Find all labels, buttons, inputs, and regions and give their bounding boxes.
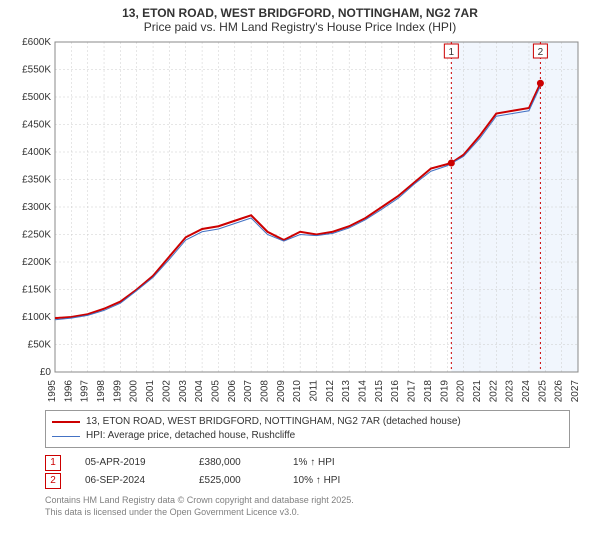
svg-text:2009: 2009 <box>276 380 287 403</box>
svg-text:2013: 2013 <box>341 380 352 403</box>
svg-text:2016: 2016 <box>390 380 401 403</box>
svg-text:£550K: £550K <box>22 65 51 76</box>
svg-text:2021: 2021 <box>472 380 483 403</box>
svg-text:£0: £0 <box>40 367 52 378</box>
marker-price-2: £525,000 <box>199 472 269 490</box>
svg-text:2000: 2000 <box>129 380 140 403</box>
marker-date-2: 06-SEP-2024 <box>85 472 175 490</box>
marker-pct-2: 10% ↑ HPI <box>293 472 373 490</box>
marker-row-1: 1 05-APR-2019 £380,000 1% ↑ HPI <box>45 454 570 472</box>
chart-svg: £0 £50K £100K £150K £200K £250K £300K £350K £400… <box>10 36 590 406</box>
marker-table: 1 05-APR-2019 £380,000 1% ↑ HPI 2 06-SEP… <box>45 454 570 490</box>
legend-item-series1: 13, ETON ROAD, WEST BRIDGFORD, NOTTINGHA… <box>52 415 563 429</box>
footnote: Contains HM Land Registry data © Crown c… <box>45 494 570 518</box>
legend: 13, ETON ROAD, WEST BRIDGFORD, NOTTINGHA… <box>45 410 570 448</box>
svg-text:2027: 2027 <box>570 380 581 403</box>
title-line1: 13, ETON ROAD, WEST BRIDGFORD, NOTTINGHA… <box>10 6 590 20</box>
svg-text:£100K: £100K <box>22 312 51 323</box>
legend-swatch-2 <box>52 436 80 437</box>
svg-text:2018: 2018 <box>423 380 434 403</box>
title-line2: Price paid vs. HM Land Registry's House … <box>10 20 590 34</box>
svg-text:£200K: £200K <box>22 257 51 268</box>
svg-text:2004: 2004 <box>194 380 205 403</box>
footnote-line1: Contains HM Land Registry data © Crown c… <box>45 494 570 506</box>
svg-text:2020: 2020 <box>456 380 467 403</box>
footnote-line2: This data is licensed under the Open Gov… <box>45 506 570 518</box>
svg-text:1995: 1995 <box>47 380 58 403</box>
svg-text:2017: 2017 <box>407 380 418 403</box>
legend-item-series2: HPI: Average price, detached house, Rush… <box>52 429 563 443</box>
svg-text:2023: 2023 <box>505 380 516 403</box>
marker-row-2: 2 06-SEP-2024 £525,000 10% ↑ HPI <box>45 472 570 490</box>
svg-text:2022: 2022 <box>488 380 499 403</box>
svg-text:1997: 1997 <box>80 380 91 403</box>
svg-text:2019: 2019 <box>439 380 450 403</box>
svg-text:£250K: £250K <box>22 230 51 241</box>
marker-pct-1: 1% ↑ HPI <box>293 454 373 472</box>
svg-text:2008: 2008 <box>259 380 270 403</box>
svg-text:2014: 2014 <box>358 380 369 403</box>
marker-badge-1: 1 <box>45 455 61 471</box>
svg-text:2: 2 <box>538 47 544 58</box>
svg-text:1999: 1999 <box>112 380 123 403</box>
svg-text:£300K: £300K <box>22 202 51 213</box>
svg-text:2026: 2026 <box>554 380 565 403</box>
svg-text:1996: 1996 <box>63 380 74 403</box>
svg-text:2025: 2025 <box>537 380 548 403</box>
svg-text:£150K: £150K <box>22 285 51 296</box>
svg-text:2003: 2003 <box>178 380 189 403</box>
marker-price-1: £380,000 <box>199 454 269 472</box>
svg-text:£350K: £350K <box>22 175 51 186</box>
svg-text:1: 1 <box>449 47 455 58</box>
svg-text:£600K: £600K <box>22 37 51 48</box>
svg-text:2010: 2010 <box>292 380 303 403</box>
legend-label-2: HPI: Average price, detached house, Rush… <box>86 429 295 443</box>
svg-text:2011: 2011 <box>309 380 320 402</box>
svg-text:2006: 2006 <box>227 380 238 403</box>
svg-text:2005: 2005 <box>210 380 221 403</box>
legend-swatch-1 <box>52 421 80 423</box>
svg-text:2012: 2012 <box>325 380 336 403</box>
price-chart: £0 £50K £100K £150K £200K £250K £300K £350K £400… <box>10 36 590 406</box>
svg-text:£50K: £50K <box>28 340 52 351</box>
svg-text:2024: 2024 <box>521 380 532 403</box>
svg-text:£450K: £450K <box>22 120 51 131</box>
svg-text:2007: 2007 <box>243 380 254 403</box>
svg-text:2002: 2002 <box>161 380 172 403</box>
svg-text:2015: 2015 <box>374 380 385 403</box>
svg-text:2001: 2001 <box>145 380 156 403</box>
svg-text:1998: 1998 <box>96 380 107 403</box>
chart-title-block: 13, ETON ROAD, WEST BRIDGFORD, NOTTINGHA… <box>0 0 600 36</box>
svg-text:£400K: £400K <box>22 147 51 158</box>
marker-date-1: 05-APR-2019 <box>85 454 175 472</box>
marker-badge-2: 2 <box>45 473 61 489</box>
svg-text:£500K: £500K <box>22 92 51 103</box>
legend-label-1: 13, ETON ROAD, WEST BRIDGFORD, NOTTINGHA… <box>86 415 461 429</box>
